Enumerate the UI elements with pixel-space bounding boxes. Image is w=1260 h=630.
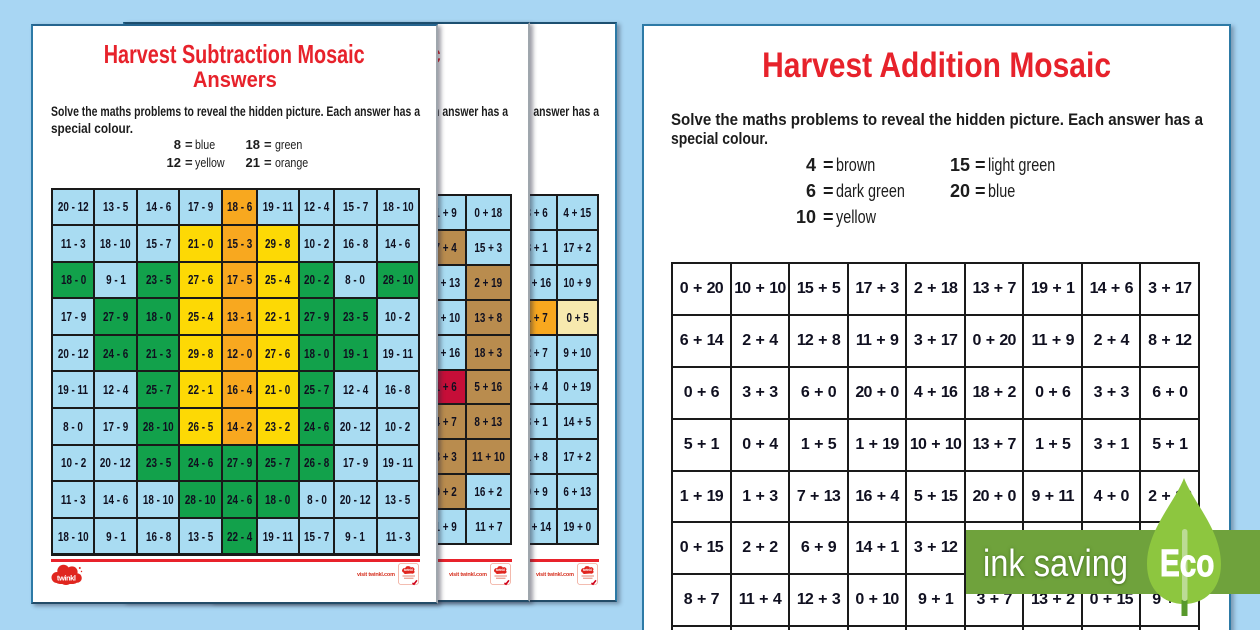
- svg-text:twinkl: twinkl: [404, 568, 413, 572]
- svg-text:twinkl: twinkl: [583, 568, 592, 572]
- svg-text:twinkl: twinkl: [496, 568, 505, 572]
- svg-text:twinkl: twinkl: [57, 574, 76, 583]
